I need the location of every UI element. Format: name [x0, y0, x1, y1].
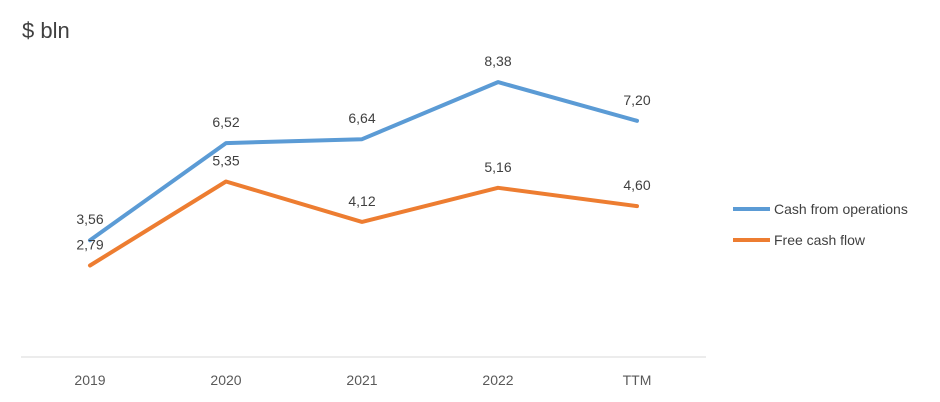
x-tick-label: 2019 — [74, 372, 105, 388]
data-label: 8,38 — [484, 53, 511, 69]
legend-label: Free cash flow — [774, 232, 866, 248]
data-label: 5,35 — [212, 153, 239, 169]
x-axis-ticks: 2019 2020 2021 2022 TTM — [74, 372, 651, 388]
legend-entry: Cash from operations — [733, 201, 908, 217]
x-tick-label: 2020 — [210, 372, 241, 388]
legend-entry: Free cash flow — [733, 232, 866, 248]
data-label: 5,16 — [484, 159, 511, 175]
data-label: 6,52 — [212, 114, 239, 130]
y-unit-label: $ bln — [22, 18, 70, 43]
series-lines — [88, 80, 639, 268]
series-line-free-cash-flow — [88, 179, 639, 268]
legend-label: Cash from operations — [774, 201, 908, 217]
data-label: 4,12 — [348, 193, 375, 209]
data-label: 6,64 — [348, 110, 375, 126]
legend: Cash from operations Free cash flow — [733, 201, 908, 248]
data-label: 7,20 — [623, 92, 650, 108]
data-labels: 3,56 6,52 6,64 8,38 7,20 2,79 5,35 4,12 5,16 4,60 — [76, 53, 650, 252]
data-label: 4,60 — [623, 177, 650, 193]
series-line-cash-from-operations — [88, 80, 639, 243]
x-tick-label: 2021 — [346, 372, 377, 388]
x-tick-label: TTM — [623, 372, 652, 388]
x-tick-label: 2022 — [482, 372, 513, 388]
data-label: 3,56 — [76, 211, 103, 227]
data-label: 2,79 — [76, 237, 103, 253]
